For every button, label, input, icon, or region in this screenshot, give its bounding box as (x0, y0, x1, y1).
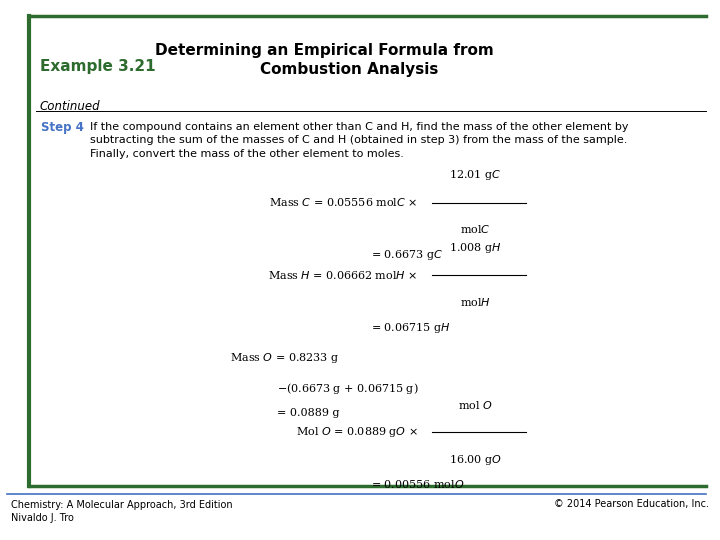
Text: mol $O$: mol $O$ (458, 400, 492, 411)
Text: Mass $C$ = 0.05556 mol$C$ $\times$: Mass $C$ = 0.05556 mol$C$ $\times$ (269, 197, 418, 208)
Text: If the compound contains an element other than C and H, find the mass of the oth: If the compound contains an element othe… (90, 122, 629, 159)
Text: Chemistry: A Molecular Approach, 3rd Edition
Nivaldo J. Tro: Chemistry: A Molecular Approach, 3rd Edi… (11, 500, 233, 523)
Text: Mol $O$ = 0.0889 g$O$ $\times$: Mol $O$ = 0.0889 g$O$ $\times$ (296, 425, 418, 439)
Text: 16.00 g$O$: 16.00 g$O$ (449, 453, 502, 467)
Text: Step 4: Step 4 (41, 122, 84, 134)
Text: mol$C$: mol$C$ (460, 223, 490, 235)
Text: mol$H$: mol$H$ (460, 296, 490, 308)
Text: Determining an Empirical Formula from
                    Combustion Analysis: Determining an Empirical Formula from Co… (155, 43, 493, 77)
Text: Example 3.21: Example 3.21 (40, 59, 156, 75)
Text: = 0.00556 mol$O$: = 0.00556 mol$O$ (371, 478, 464, 490)
Text: 12.01 g$C$: 12.01 g$C$ (449, 168, 501, 182)
Text: Mass $O$ = 0.8233 g: Mass $O$ = 0.8233 g (230, 351, 339, 365)
Text: = 0.06715 g$H$: = 0.06715 g$H$ (371, 321, 451, 335)
Text: = 0.6673 g$C$: = 0.6673 g$C$ (371, 248, 443, 262)
Text: $-$(0.6673 g + 0.06715 g): $-$(0.6673 g + 0.06715 g) (277, 381, 419, 396)
Text: © 2014 Pearson Education, Inc.: © 2014 Pearson Education, Inc. (554, 500, 709, 510)
Text: Mass $H$ = 0.06662 mol$H$ $\times$: Mass $H$ = 0.06662 mol$H$ $\times$ (269, 269, 418, 281)
Text: 1.008 g$H$: 1.008 g$H$ (449, 241, 502, 255)
Text: Continued: Continued (40, 100, 100, 113)
Text: = 0.0889 g: = 0.0889 g (277, 408, 340, 418)
